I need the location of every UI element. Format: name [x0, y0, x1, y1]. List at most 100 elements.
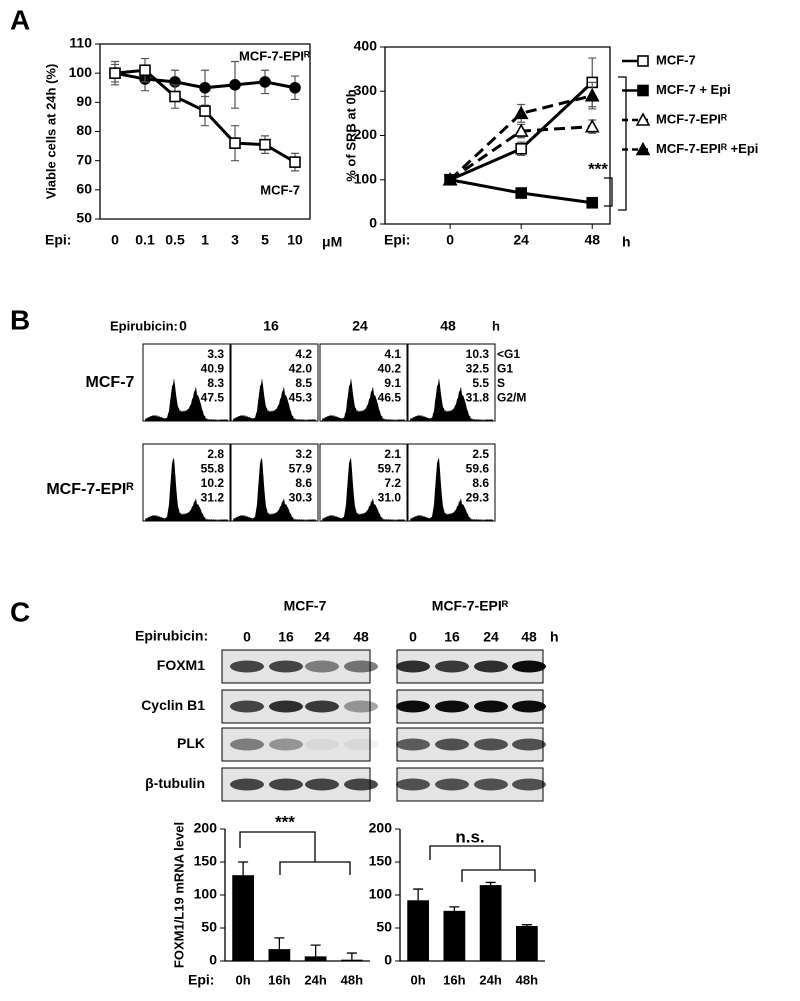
blot-band	[512, 660, 546, 673]
x-tick-label: 10	[287, 232, 303, 248]
series-label: MCF-7-EPIᴿ	[239, 48, 310, 63]
blot-band	[344, 778, 378, 791]
time-label: 24	[483, 629, 499, 645]
protein-label: FOXM1	[157, 657, 205, 673]
error-bar	[274, 937, 285, 950]
phase-percent: 31.8	[466, 391, 490, 405]
blot-band	[474, 660, 508, 673]
significance-bracket	[239, 831, 351, 875]
y-tick-label: 50	[201, 919, 217, 935]
time-label: 0	[179, 318, 187, 334]
marker	[586, 196, 599, 209]
error-bar	[310, 944, 321, 957]
histogram	[145, 377, 228, 421]
phase-percent: 10.2	[201, 476, 225, 490]
phase-percent: 59.6	[466, 462, 490, 476]
time-label: 16	[278, 629, 294, 645]
x-axis-unit: μM	[322, 234, 342, 250]
error-bar	[238, 861, 249, 876]
phase-percent: 32.5	[466, 362, 490, 376]
phase-percent: 4.2	[295, 347, 312, 361]
phase-percent: 40.9	[201, 362, 225, 376]
phase-label: G1	[497, 362, 513, 376]
x-axis-label: Epi:	[384, 232, 410, 248]
bar	[443, 910, 466, 961]
time-label: 48	[353, 629, 369, 645]
phase-percent: 9.1	[384, 376, 401, 390]
y-tick-label: 70	[76, 151, 92, 167]
x-tick-label: 0	[111, 232, 119, 248]
y-tick-label: 200	[369, 820, 393, 836]
significance-bracket	[618, 76, 627, 211]
significance-bracket	[604, 177, 613, 207]
x-tick-label: 0h	[411, 972, 426, 987]
blot-band	[230, 778, 264, 791]
blot-band	[230, 660, 264, 673]
group-label: MCF-7-EPIᴿ	[432, 598, 509, 614]
y-tick-label: 100	[194, 886, 218, 902]
y-tick-label: 110	[69, 35, 92, 51]
blot-membrane	[221, 727, 371, 762]
bar	[407, 900, 429, 961]
phase-percent: 10.3	[466, 347, 490, 361]
significance-bracket	[429, 845, 536, 882]
time-label: 48	[521, 629, 537, 645]
x-tick-label: 5	[261, 232, 269, 248]
marker	[109, 67, 121, 79]
y-tick-label: 200	[354, 126, 378, 142]
blot-header: Epirubicin:	[135, 628, 208, 644]
blot-band	[269, 778, 303, 791]
blot-band	[344, 660, 378, 673]
histogram-frame	[142, 443, 231, 522]
protein-label: Cyclin B1	[141, 697, 205, 713]
blot-unit: h	[550, 629, 559, 645]
phase-percent: 40.2	[378, 362, 402, 376]
marker	[513, 123, 529, 137]
x-tick-label: 24h	[304, 972, 326, 987]
blot-band	[305, 700, 339, 713]
x-tick-label: 24	[513, 232, 529, 248]
marker	[199, 81, 211, 94]
phase-percent: 29.3	[466, 491, 490, 505]
blot-band	[305, 738, 339, 751]
y-tick-label: 80	[76, 122, 92, 138]
error-bar	[346, 952, 357, 960]
bar	[232, 875, 254, 961]
histogram-frame	[407, 343, 496, 422]
annotation: n.s.	[455, 827, 484, 846]
marker	[169, 90, 181, 103]
y-tick-label: 60	[76, 181, 92, 197]
y-axis-label: % of SRB at 0h	[343, 89, 358, 182]
y-tick-label: 100	[354, 170, 378, 186]
phase-percent: 2.1	[384, 447, 401, 461]
flow-unit: h	[492, 318, 500, 333]
y-tick-label: 50	[76, 210, 92, 226]
phase-percent: 8.3	[207, 376, 224, 390]
bar	[516, 926, 538, 961]
marker	[442, 172, 458, 186]
y-tick-label: 0	[369, 215, 377, 231]
time-label: 16	[263, 318, 279, 334]
phase-percent: 47.5	[201, 391, 225, 405]
blot-band	[474, 778, 508, 791]
y-tick-label: 0	[384, 952, 392, 968]
x-axis-label: Epi:	[188, 972, 214, 988]
blot-band	[435, 700, 469, 713]
error-bar	[521, 924, 532, 927]
marker	[289, 156, 301, 168]
panel-label: A	[10, 4, 30, 35]
phase-percent: 3.2	[295, 447, 312, 461]
error-bar	[449, 906, 460, 911]
legend-label: MCF-7	[656, 52, 696, 67]
protein-label: β-tubulin	[145, 775, 205, 791]
phase-percent: 30.3	[289, 491, 313, 505]
x-tick-label: 0.1	[135, 232, 155, 248]
row-label: MCF-7-EPIᴿ	[46, 481, 134, 498]
group-label: MCF-7	[284, 598, 327, 614]
flow-header: Epirubicin:	[110, 318, 178, 333]
x-tick-label: 48h	[516, 972, 538, 987]
time-label: 16	[444, 629, 460, 645]
marker	[229, 137, 241, 149]
phase-label: <G1	[497, 347, 520, 361]
phase-label: G2/M	[497, 391, 526, 405]
